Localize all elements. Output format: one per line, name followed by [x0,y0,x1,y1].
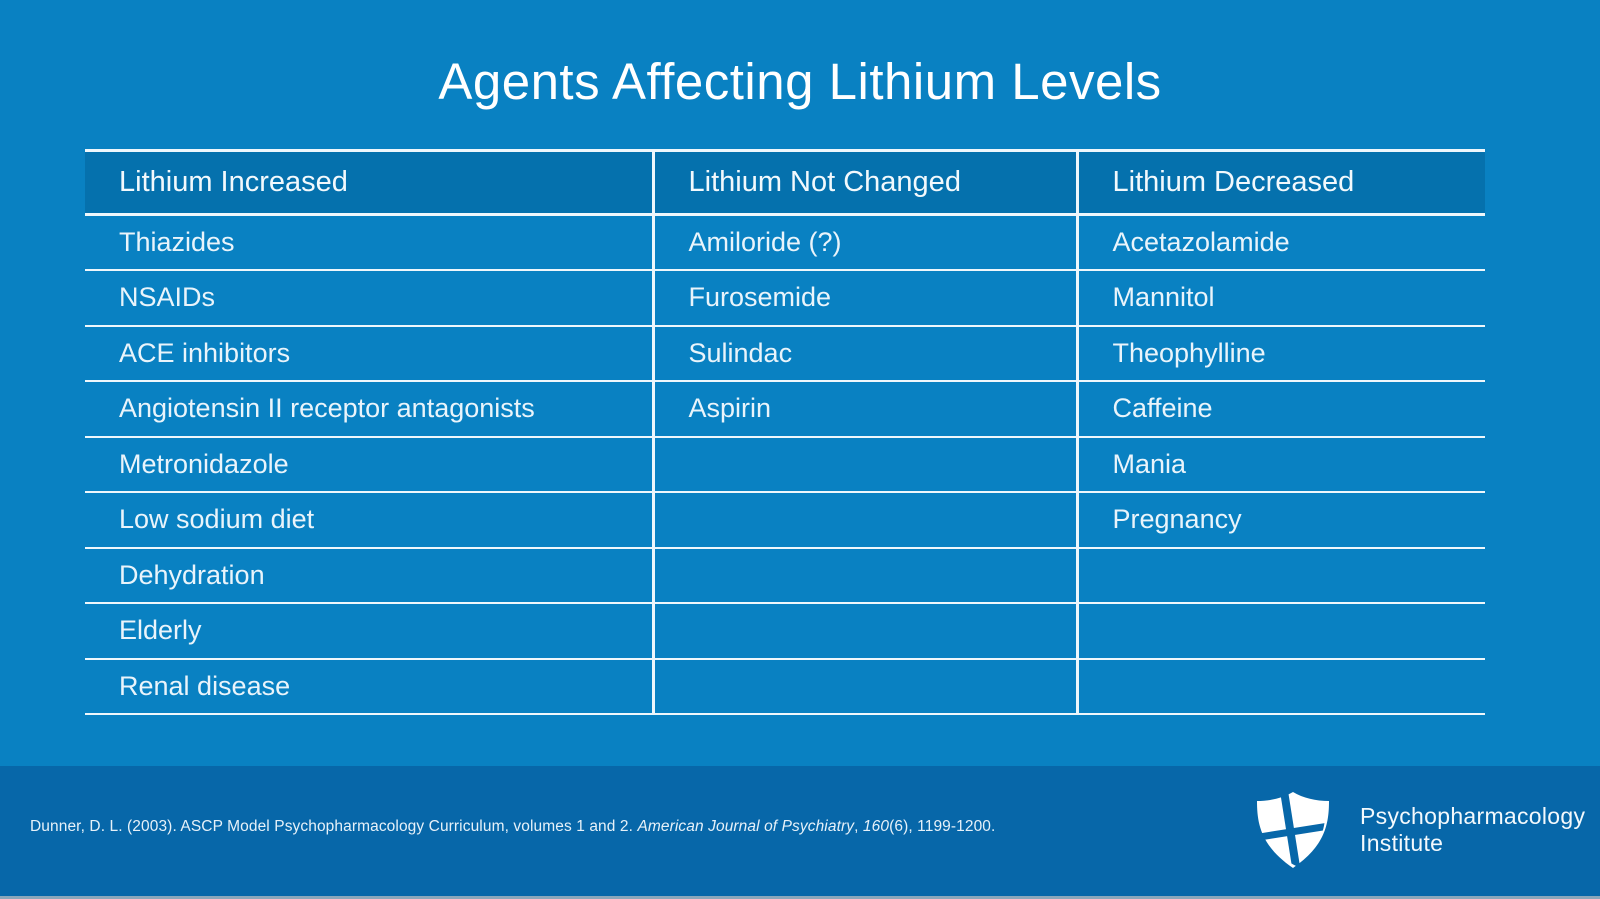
table-row: Angiotensin II receptor antagonists Aspi… [85,381,1485,438]
institute-logo: Psychopharmacology Institute [1253,790,1585,870]
table-cell [1075,658,1485,715]
table-row: Renal disease [85,658,1485,715]
table-cell: Low sodium diet [85,492,653,549]
institute-name-line1: Psychopharmacology [1360,803,1586,829]
institute-name-line2: Institute [1360,830,1444,856]
table-cell: Furosemide [651,270,1077,327]
table-cell: Sulindac [651,325,1077,382]
shield-cross-icon [1253,790,1333,870]
table-cell: Angiotensin II receptor antagonists [85,381,653,438]
column-header-lithium-increased: Lithium Increased [85,149,653,216]
table-cell [651,492,1077,549]
citation-journal: American Journal of Psychiatry [637,818,855,835]
column-header-lithium-decreased: Lithium Decreased [1075,149,1485,216]
table-row: Dehydration [85,547,1485,604]
table-cell: Dehydration [85,547,653,604]
table-cell [651,436,1077,493]
page-title: Agents Affecting Lithium Levels [438,53,1162,110]
citation-prefix: Dunner, D. L. (2003). ASCP Model Psychop… [30,818,638,835]
table-cell [1075,603,1485,660]
table-cell: Mania [1075,436,1485,493]
institute-name: Psychopharmacology Institute [1360,803,1585,857]
table-cell: ACE inhibitors [85,325,653,382]
table-row: Metronidazole Mania [85,436,1485,493]
table-cell: Theophylline [1075,325,1485,382]
table-row: Elderly [85,603,1485,660]
table-cell: Elderly [85,603,653,660]
table-cell: Amiloride (?) [651,214,1077,271]
table-cell: Caffeine [1075,381,1485,438]
footer-band: Dunner, D. L. (2003). ASCP Model Psychop… [0,766,1600,899]
table-cell: Metronidazole [85,436,653,493]
table-cell: Acetazolamide [1075,214,1485,271]
lithium-levels-table: Lithium Increased Lithium Not Changed Li… [85,149,1485,715]
citation-suffix: (6), 1199-1200. [889,818,996,835]
bottom-edge-strip [0,896,1600,899]
citation-volume: 160 [862,818,890,835]
table-cell: Aspirin [651,381,1077,438]
table-cell: Renal disease [85,658,653,715]
column-header-lithium-not-changed: Lithium Not Changed [651,149,1077,216]
table-cell [651,603,1077,660]
citation-separator: , [854,818,863,835]
citation-text: Dunner, D. L. (2003). ASCP Model Psychop… [30,818,995,836]
table-row: NSAIDs Furosemide Mannitol [85,270,1485,327]
table-row: Low sodium diet Pregnancy [85,492,1485,549]
table-header-row: Lithium Increased Lithium Not Changed Li… [85,149,1485,216]
table-cell [651,547,1077,604]
table-row: Thiazides Amiloride (?) Acetazolamide [85,214,1485,271]
table-row: ACE inhibitors Sulindac Theophylline [85,325,1485,382]
table-cell: Pregnancy [1075,492,1485,549]
table-cell: Mannitol [1075,270,1485,327]
table-cell: Thiazides [85,214,653,271]
table-cell: NSAIDs [85,270,653,327]
table-cell [1075,547,1485,604]
table-cell [651,658,1077,715]
